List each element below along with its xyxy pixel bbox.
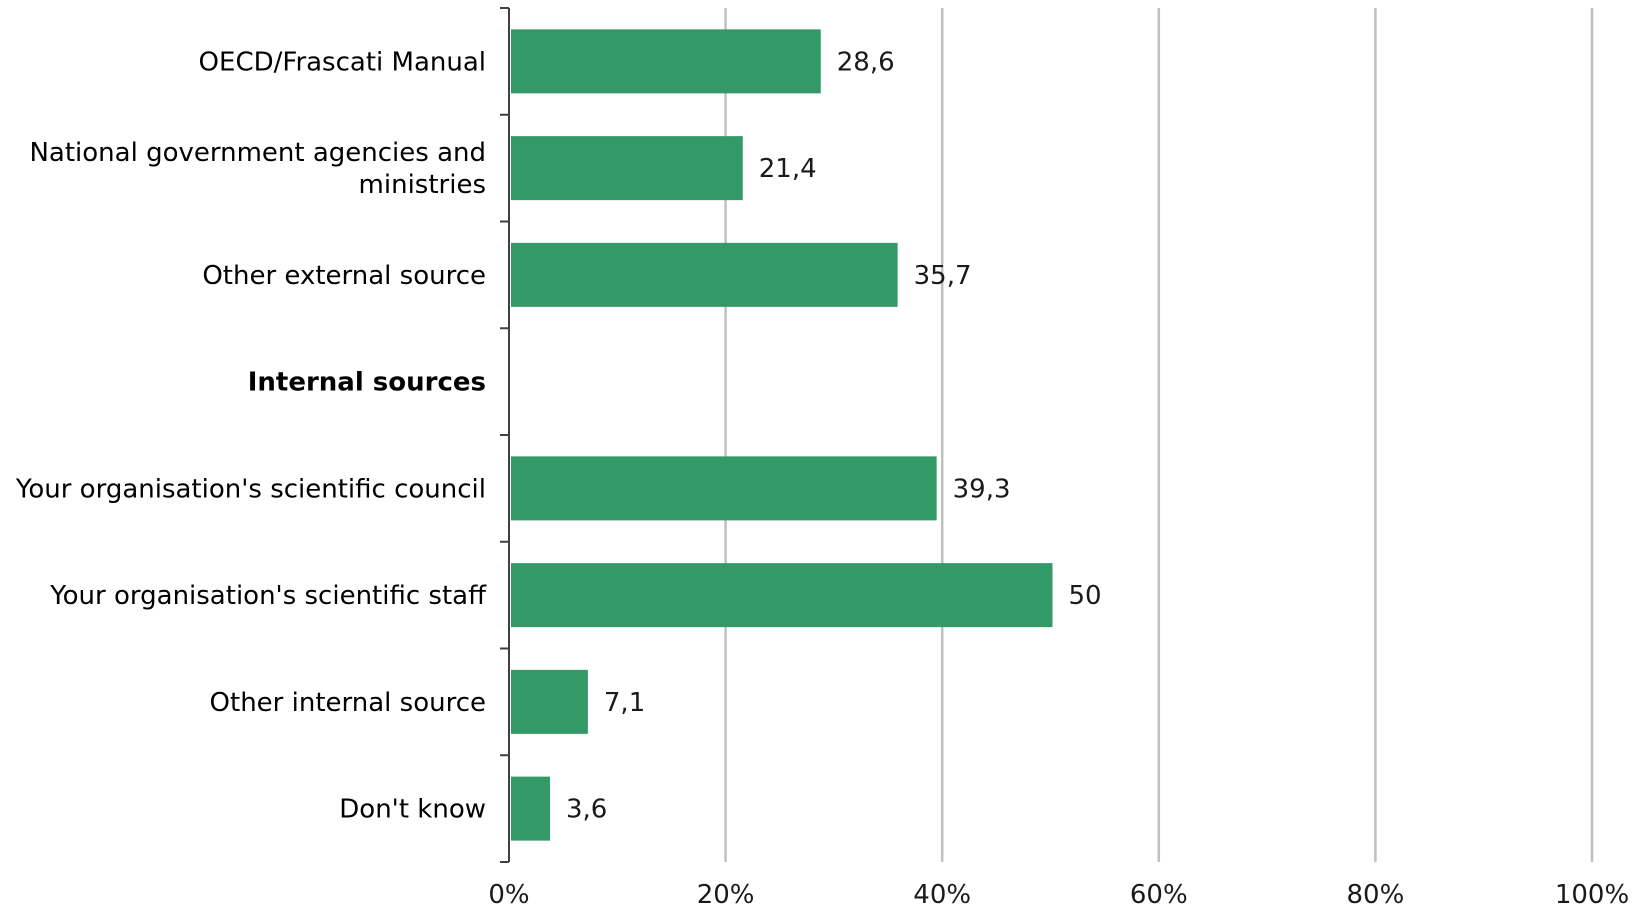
- data-label: 35,7: [914, 261, 972, 291]
- x-tick-label: 60%: [1130, 880, 1188, 910]
- bar: [511, 136, 743, 201]
- category-label-line: OECD/Frascati Manual: [199, 47, 486, 77]
- category-label-line: Your organisation's scientific staff: [49, 581, 487, 611]
- category-label-line: Other internal source: [210, 688, 486, 718]
- bar: [511, 456, 937, 521]
- category-label: Your organisation's scientific council: [15, 474, 486, 504]
- category-label-line: Your organisation's scientific council: [15, 474, 486, 504]
- x-tick-label: 40%: [913, 880, 971, 910]
- category-label-line: National government agencies and: [29, 138, 486, 168]
- category-label: OECD/Frascati Manual: [199, 47, 486, 77]
- y-axis: [500, 7, 510, 863]
- x-tick-label: 100%: [1555, 880, 1629, 910]
- data-label: 7,1: [604, 688, 645, 718]
- category-label-line: Don't know: [339, 795, 486, 825]
- data-label: 28,6: [837, 47, 895, 77]
- category-label: Your organisation's scientific staff: [49, 581, 487, 611]
- value-labels: 28,6 21,4 35,7 39,3 50 7,1 3,6: [566, 47, 1102, 824]
- bar: [511, 669, 588, 734]
- category-label-line: Other external source: [202, 261, 486, 291]
- category-label: National government agencies and ministri…: [29, 138, 486, 200]
- x-tick-label: 80%: [1347, 880, 1405, 910]
- x-tick-label: 0%: [488, 880, 529, 910]
- gridlines: [724, 8, 1594, 862]
- bars: [511, 29, 1053, 841]
- category-label: Other internal source: [210, 688, 486, 718]
- data-label: 39,3: [953, 474, 1011, 504]
- x-tick-label: 20%: [697, 880, 755, 910]
- category-labels: OECD/Frascati Manual National government …: [15, 47, 487, 824]
- category-label-line: ministries: [359, 170, 486, 200]
- category-label: Don't know: [339, 795, 486, 825]
- bar: [511, 242, 898, 307]
- data-label: 50: [1069, 581, 1102, 611]
- bar: [511, 563, 1053, 628]
- bar: [511, 29, 821, 94]
- bar: [511, 776, 550, 841]
- category-label: Other external source: [202, 261, 486, 291]
- data-label: 3,6: [566, 795, 607, 825]
- category-label-line: Internal sources: [248, 368, 486, 398]
- x-tick-labels: 0% 20% 40% 60% 80% 100%: [488, 880, 1629, 910]
- group-heading: Internal sources: [248, 368, 486, 398]
- data-label: 21,4: [759, 154, 817, 184]
